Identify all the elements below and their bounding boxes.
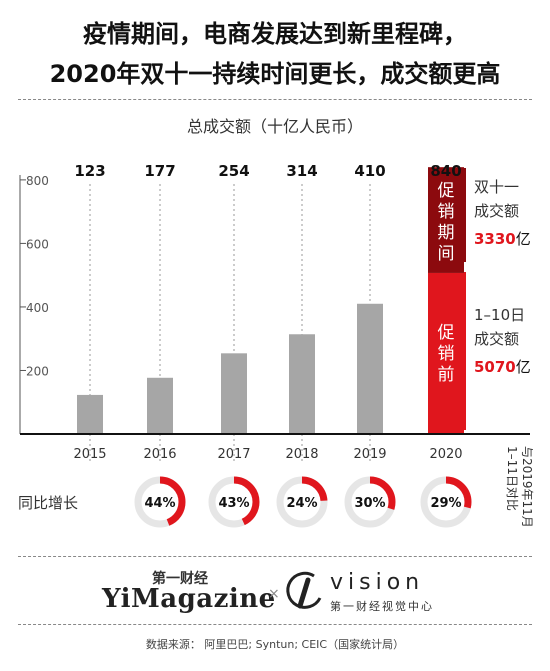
growth-value: 43% [218,496,249,511]
growth-value: 30% [354,496,385,511]
data-source: 数据来源： 阿里巴巴; Syntun; CEIC（国家统计局） [145,638,405,651]
growth-ring-arc [134,476,186,528]
chart-title: 总成交额（十亿人民币） [186,117,363,136]
brand-strip: 第一财经 YiMagazine × vision 第一财经视觉中心 [0,568,550,618]
growth-ring-arc [208,476,260,528]
promo-before-label-char: 促 [438,323,455,343]
promo-during-label-char: 期 [438,223,455,243]
annotation-early-line2: 成交额 [474,330,519,348]
brand-times-symbol: × [268,586,280,602]
growth-label: 同比增长 [18,494,78,512]
yimagazine-cn-logo: 第一财经 [152,571,208,587]
annotation-early-line1: 1–10日 [474,306,525,324]
bottom-divider [18,624,532,625]
annotation-early-amount: 5070亿 [474,358,531,376]
y-tick-label: 200 [26,364,49,378]
page-title-line1: 疫情期间，电商发展达到新里程碑， [83,20,467,48]
promo-during-label-char: 间 [438,244,455,264]
chart-svg: 200 400 600 800 123 2015 177 2016 254 2017 314 2018… [18,162,534,528]
growth-note: 1–11日对比与2019年11月 [505,446,534,528]
page-title-line2: 2020年双十一持续时间更长，成交额更高 [49,60,501,88]
growth-ring-arc [276,476,328,528]
promo-before-label-char: 前 [438,365,455,385]
y-tick-label: 400 [26,301,49,315]
growth-value: 29% [430,496,461,511]
growth-value: 44% [144,496,175,511]
x-tick-label: 2015 [73,447,106,462]
y-tick-label: 600 [26,237,49,251]
x-tick-label: 2020 [429,447,462,462]
x-tick-label: 2016 [143,447,176,462]
bar-segment-during-promo [428,167,464,273]
y-tick-label: 800 [26,174,49,188]
annotation-double11-amount: 3330亿 [474,230,531,248]
value-label: 410 [354,162,385,180]
promo-during-label-char: 销 [438,202,455,222]
bar [221,353,247,434]
bar [77,394,103,434]
promo-before-label-char: 销 [438,344,455,364]
bar [289,334,315,434]
value-label: 254 [218,162,249,180]
value-label: 123 [74,162,105,180]
annotation-double11-line1: 双十一 [474,178,519,196]
vision-subtitle: 第一财经视觉中心 [330,600,434,613]
growth-ring-arc [344,476,396,528]
vision-logo: vision [330,570,425,595]
x-tick-label: 2019 [353,447,386,462]
bar-segment-before-promo [428,272,464,434]
growth-value: 24% [286,496,317,511]
top-divider [18,99,532,100]
value-label: 314 [286,162,317,180]
bar [147,377,173,434]
x-tick-label: 2018 [285,447,318,462]
middle-divider [18,556,532,557]
vision-circle-logo-icon [286,571,322,609]
x-tick-label: 2017 [217,447,250,462]
annotation-double11-line2: 成交额 [474,202,519,220]
yimagazine-logo: YiMagazine [102,584,276,614]
growth-ring-arc [420,476,472,528]
bar [357,303,383,434]
value-label: 840 [430,162,461,180]
value-label: 177 [144,162,175,180]
promo-during-label-char: 促 [438,181,455,201]
